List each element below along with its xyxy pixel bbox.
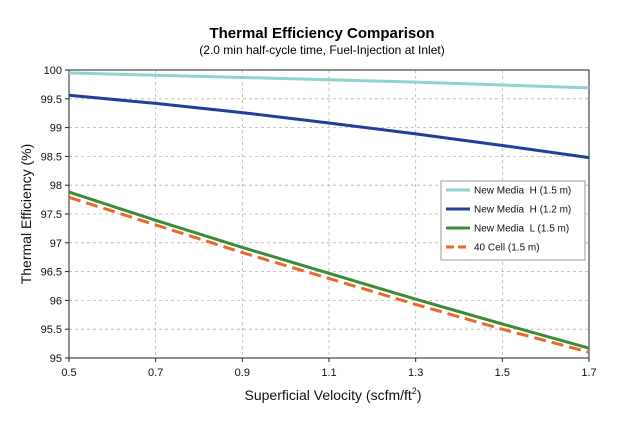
- y-tick-label: 96.5: [41, 267, 62, 279]
- legend-label: New Media H (1.5 m): [474, 186, 571, 197]
- x-tick-label: 1.3: [408, 367, 423, 379]
- y-tick-label: 98.5: [41, 151, 62, 163]
- y-tick-label: 97.5: [41, 209, 62, 221]
- series-line-2: [68, 190, 590, 350]
- x-tick-label: 1.7: [581, 367, 596, 379]
- y-tick-label: 99.5: [41, 94, 62, 106]
- x-tick-label: 0.9: [235, 367, 250, 379]
- chart-title: Thermal Efficiency Comparison: [209, 25, 434, 42]
- y-axis-ticks: 95 95.5 96 96.5 97 97.5 98 98.5 99 99.5 100: [41, 65, 69, 365]
- series-line-1: [68, 93, 590, 160]
- x-axis-ticks: 0.5 0.7 0.9 1.1 1.3 1.5 1.7: [61, 358, 597, 379]
- legend-label: New Media H (1.2 m): [474, 205, 571, 216]
- y-tick-label: 96: [50, 295, 62, 307]
- x-tick-label: 0.7: [148, 367, 163, 379]
- y-axis-label: Thermal Efficiency (%): [18, 144, 34, 285]
- series-line-0: [68, 71, 590, 90]
- x-tick-label: 0.5: [61, 367, 76, 379]
- x-axis-label-sup: 2: [412, 386, 417, 396]
- legend-label: New Media L (1.5 m): [474, 224, 569, 235]
- legend: New Media H (1.5 m) New Media H (1.2 m) Ne…: [440, 180, 586, 261]
- y-tick-label: 99: [50, 123, 62, 135]
- x-tick-label: 1.1: [321, 367, 336, 379]
- legend-label: 40 Cell (1.5 m): [474, 243, 540, 254]
- chart-subtitle: (2.0 min half-cycle time, Fuel-Injection…: [199, 43, 444, 57]
- x-tick-label: 1.5: [495, 367, 510, 379]
- x-axis-label-end: ): [417, 387, 422, 403]
- y-tick-label: 95.5: [41, 324, 62, 336]
- x-axis-label: Superficial Velocity (scfm/ft2): [245, 386, 422, 403]
- series-line-3: [68, 195, 590, 354]
- y-tick-label: 98: [50, 180, 62, 192]
- y-tick-label: 95: [50, 353, 62, 365]
- legend-items: New Media H (1.5 m) New Media H (1.2 m) Ne…: [446, 186, 571, 254]
- y-tick-label: 100: [44, 65, 62, 77]
- x-axis-label-text: Superficial Velocity (scfm/ft: [245, 387, 412, 403]
- series-lines: [68, 71, 590, 354]
- y-tick-label: 97: [50, 238, 62, 250]
